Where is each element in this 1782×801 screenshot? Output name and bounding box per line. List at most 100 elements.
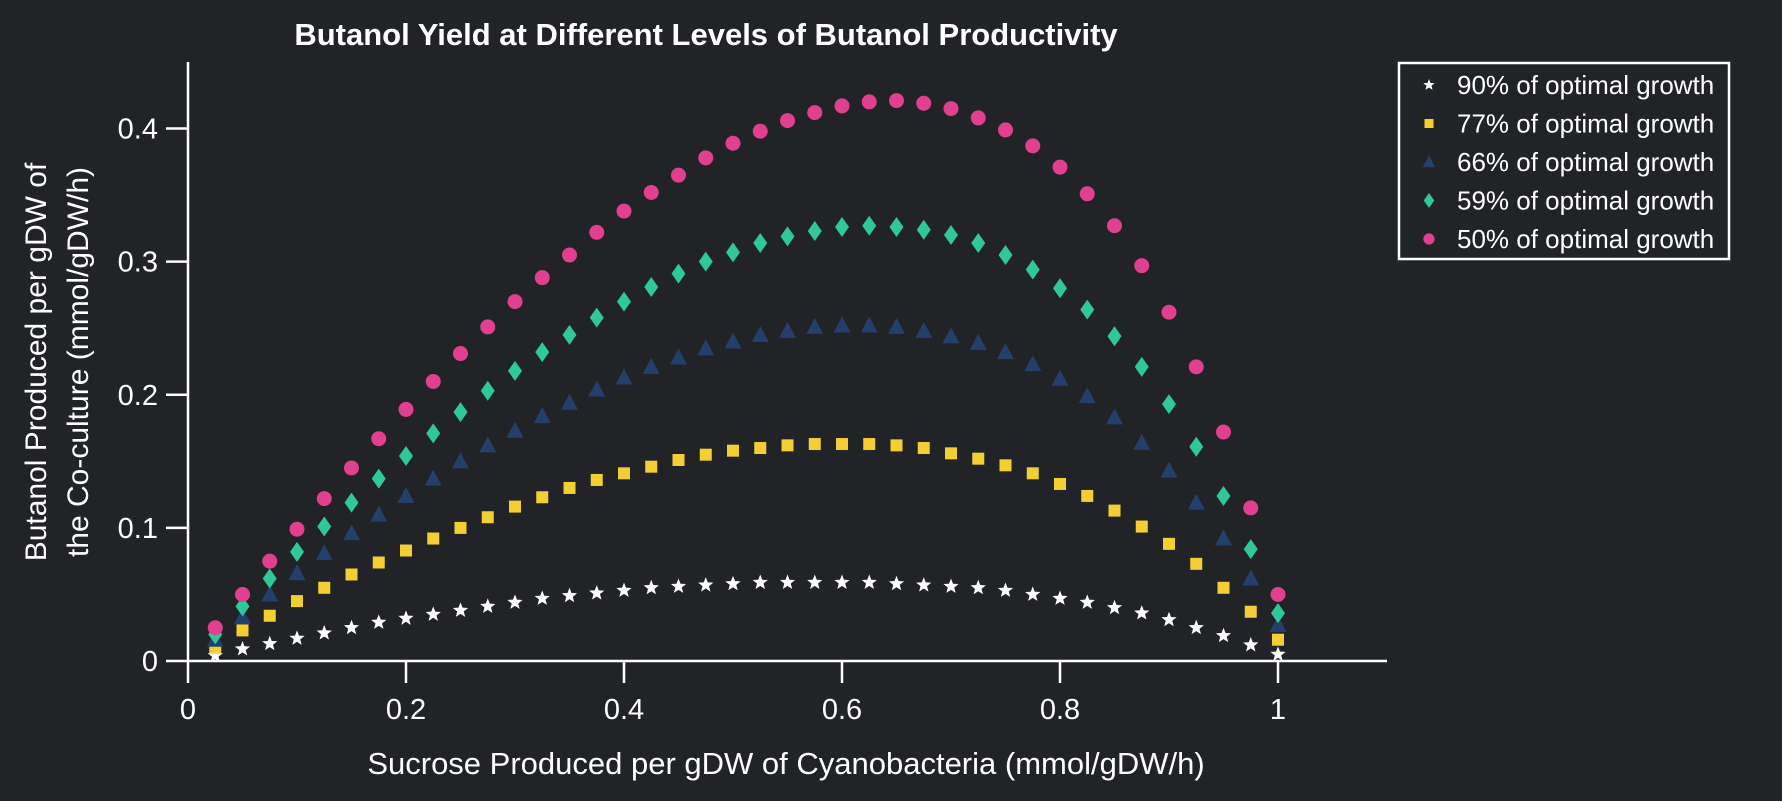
data-point: [207, 620, 223, 636]
data-point: [589, 585, 605, 600]
legend-box: [1397, 61, 1731, 261]
data-point: [534, 270, 550, 286]
data-point: [261, 585, 279, 602]
legend-label: 59% of optimal growth: [1457, 186, 1714, 216]
x-tick-label: 0: [180, 694, 196, 726]
data-point: [1190, 557, 1203, 570]
data-point: [1054, 477, 1066, 490]
data-point: [1106, 599, 1123, 615]
data-point: [616, 582, 632, 597]
data-point: [315, 544, 333, 561]
data-point: [1026, 467, 1039, 480]
data-point: [426, 423, 441, 444]
data-point: [698, 150, 714, 166]
data-point: [1242, 569, 1260, 586]
data-point: [1161, 304, 1177, 320]
data-point: [1243, 637, 1259, 652]
data-point: [726, 242, 740, 263]
data-point: [317, 516, 332, 537]
data-point: [889, 93, 904, 109]
data-point: [643, 579, 659, 595]
data-point: [1078, 387, 1096, 404]
data-point: [262, 635, 278, 651]
data-point: [834, 574, 850, 589]
data-point: [316, 491, 332, 507]
data-point: [970, 579, 986, 595]
data-point: [588, 380, 606, 397]
series-5: [207, 93, 1286, 636]
legend-label: 90% of optimal growth: [1457, 70, 1714, 100]
data-point: [1079, 186, 1095, 202]
data-point: [263, 609, 276, 622]
data-point: [1188, 359, 1204, 375]
data-point: [343, 524, 360, 541]
data-point: [752, 574, 768, 589]
data-point: [1052, 590, 1068, 605]
data-point: [1215, 627, 1232, 643]
data-point: [344, 460, 359, 476]
legend-marker: [1423, 233, 1435, 245]
data-point: [508, 360, 522, 381]
data-point: [425, 373, 441, 389]
data-point: [670, 578, 687, 593]
legend-marker: [1423, 193, 1435, 208]
data-point: [808, 438, 821, 451]
data-point: [1024, 355, 1042, 372]
legend-marker: [1423, 79, 1435, 90]
data-point: [453, 346, 468, 362]
data-point: [725, 575, 741, 591]
x-axis-label: Sucrose Produced per gDW of Cyanobacteri…: [367, 746, 1204, 781]
data-point: [1080, 299, 1095, 320]
data-point: [262, 568, 277, 589]
data-point: [860, 316, 878, 333]
data-point: [1025, 138, 1041, 154]
y-axis-label-line-2: the Co-culture (mmol/gDW/h): [62, 167, 95, 557]
data-point: [561, 587, 578, 603]
data-point: [888, 317, 905, 334]
data-point: [970, 110, 986, 126]
data-point: [617, 291, 631, 312]
series-1: [207, 574, 1286, 663]
data-point: [725, 135, 741, 151]
data-point: [452, 452, 469, 469]
data-point: [807, 221, 822, 242]
data-point: [1025, 586, 1041, 601]
data-point: [780, 113, 795, 129]
data-point: [698, 251, 713, 272]
data-point: [424, 469, 442, 486]
data-point: [1025, 259, 1040, 280]
data-point: [807, 574, 823, 589]
data-point: [916, 219, 931, 240]
axes: 0 0.2 0.4 0.6 0.8 1 0 0.1 0.2 0.3 0.4: [118, 62, 1387, 726]
series-2: [209, 438, 1284, 654]
data-point: [997, 582, 1014, 597]
data-point: [616, 203, 632, 219]
data-point: [562, 324, 577, 345]
data-point: [618, 467, 630, 480]
data-point: [861, 574, 877, 589]
y-tick-label: 0.3: [118, 247, 158, 279]
legend-label: 66% of optimal growth: [1457, 147, 1714, 177]
legend: 90% of optimal growth 77% of optimal grow…: [1397, 61, 1731, 261]
data-point: [1161, 611, 1177, 627]
data-point: [779, 321, 796, 338]
data-point: [1217, 581, 1230, 594]
data-point: [1188, 619, 1204, 635]
data-point: [1052, 159, 1068, 175]
data-point: [533, 407, 551, 424]
data-point: [536, 491, 549, 504]
data-point: [645, 460, 658, 473]
data-point: [752, 123, 768, 139]
data-point: [371, 468, 386, 489]
data-point: [917, 442, 930, 455]
data-point: [754, 442, 767, 455]
data-point: [345, 568, 358, 581]
data-point: [998, 122, 1013, 138]
data-point: [561, 393, 578, 410]
data-point: [997, 343, 1014, 360]
data-point: [1269, 616, 1287, 633]
y-axis-label-line-1: Butanol Produced per gDW of: [20, 162, 53, 561]
data-point: [615, 368, 633, 385]
data-point: [1270, 646, 1286, 661]
